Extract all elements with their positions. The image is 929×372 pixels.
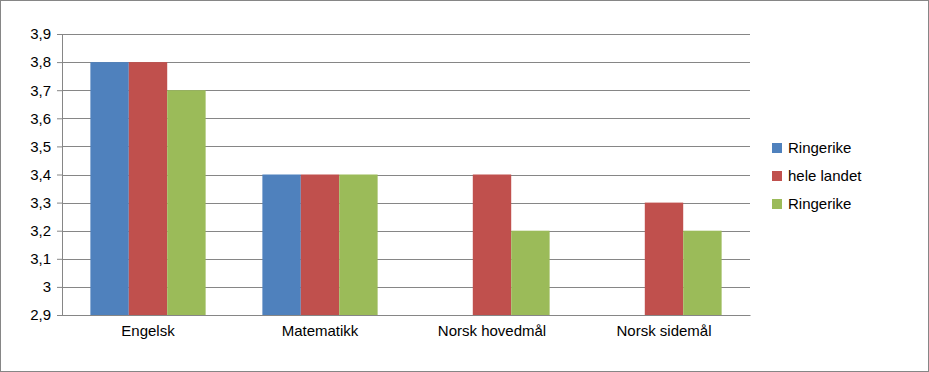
x-axis: Engelsk Matematikk Norsk hovedmål Norsk sid…: [63, 315, 751, 339]
bar: [167, 90, 205, 315]
y-tick-label: 3,2: [30, 222, 51, 239]
grid: [62, 35, 750, 316]
x-tick-label: Norsk hovedmål: [438, 322, 546, 339]
grid-line: [62, 34, 750, 35]
legend-label: Ringerike: [788, 139, 851, 156]
y-tick: 3,1: [30, 250, 62, 267]
y-tick-mark: [57, 203, 62, 204]
bars: [90, 62, 721, 315]
y-tick: 3,2: [30, 222, 62, 239]
y-tick-mark: [57, 90, 62, 91]
y-tick: 3,5: [30, 138, 62, 155]
y-tick-label: 3,1: [30, 250, 51, 267]
bar: [645, 203, 683, 315]
x-tick-label: Engelsk: [121, 322, 175, 339]
y-tick-mark: [57, 62, 62, 63]
y-tick-label: 3,9: [30, 25, 51, 42]
y-tick-label: 3,8: [30, 53, 51, 70]
y-tick: 3,7: [30, 82, 62, 99]
y-tick-mark: [57, 231, 62, 232]
y-tick-label: 3,6: [30, 110, 51, 127]
x-tick: Norsk hovedmål: [438, 315, 546, 339]
bar: [339, 175, 377, 316]
bar: [129, 62, 167, 315]
legend: Ringerike hele landet Ringerike: [772, 139, 862, 212]
bar: [683, 231, 721, 315]
x-tick: Norsk sidemål: [616, 315, 711, 339]
bar: [511, 231, 549, 315]
grid-line: [62, 315, 750, 316]
y-tick-mark: [57, 146, 62, 147]
bar: [301, 175, 339, 316]
y-tick-label: 3,3: [30, 194, 51, 211]
y-tick: 3,8: [30, 53, 62, 70]
y-tick-label: 3: [43, 278, 51, 295]
bar: [90, 62, 128, 315]
y-axis: 2,9 3 3,1 3,2 3,3 3,4 3,5 3,6 3,7 3,8 3,9: [30, 25, 62, 323]
y-tick: 3,6: [30, 110, 62, 127]
y-tick-label: 2,9: [30, 306, 51, 323]
legend-swatch: [772, 143, 782, 153]
y-tick: 3,9: [30, 25, 62, 42]
y-tick-mark: [57, 287, 62, 288]
y-tick-mark: [57, 34, 62, 35]
y-tick: 3: [43, 278, 62, 295]
bar: [262, 175, 300, 316]
y-tick: 3,4: [30, 166, 62, 183]
y-axis-line: [62, 35, 63, 316]
y-tick-mark: [57, 315, 62, 316]
y-tick-label: 3,5: [30, 138, 51, 155]
x-tick-label: Norsk sidemål: [616, 322, 711, 339]
y-tick: 3,3: [30, 194, 62, 211]
y-tick-mark: [57, 118, 62, 119]
legend-label: Ringerike: [788, 195, 851, 212]
y-tick-label: 3,4: [30, 166, 51, 183]
legend-label: hele landet: [788, 167, 862, 184]
x-axis-line: [63, 315, 751, 316]
bar: [473, 175, 511, 316]
y-tick-label: 3,7: [30, 82, 51, 99]
x-tick: Matematikk: [282, 315, 359, 339]
legend-swatch: [772, 199, 782, 209]
y-tick: 2,9: [30, 306, 62, 323]
y-tick-mark: [57, 175, 62, 176]
y-tick-mark: [57, 259, 62, 260]
x-tick: Engelsk: [121, 315, 175, 339]
chart-border: [1, 1, 929, 372]
chart: 2,9 3 3,1 3,2 3,3 3,4 3,5 3,6 3,7 3,8 3,9 Engelsk Ma…: [0, 0, 929, 372]
x-tick-label: Matematikk: [282, 322, 359, 339]
legend-swatch: [772, 171, 782, 181]
